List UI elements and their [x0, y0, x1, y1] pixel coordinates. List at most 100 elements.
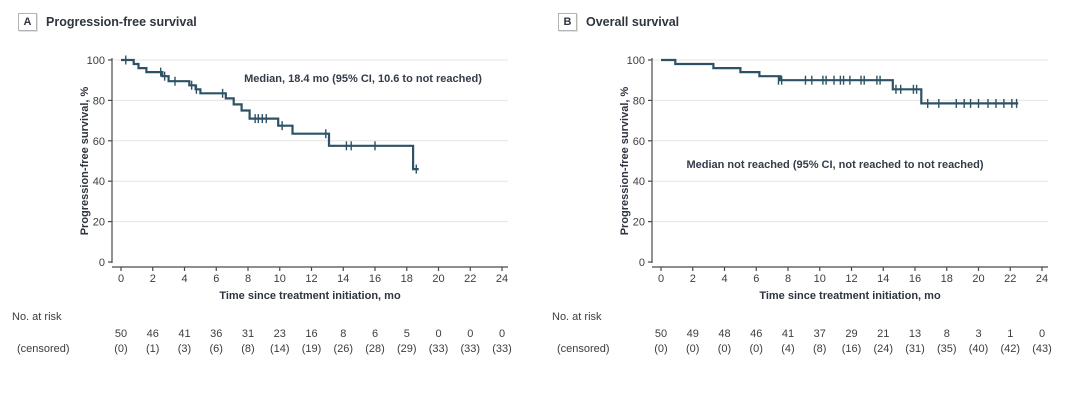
y-axis-title: Progression-free survival, %: [619, 87, 631, 236]
censored-value: (28): [365, 343, 385, 355]
at-risk-value: 6: [372, 328, 378, 340]
y-tick-label: 20: [93, 217, 105, 229]
x-tick-label: 12: [845, 273, 857, 285]
at-risk-value: 0: [467, 328, 473, 340]
censored-value: (0): [718, 343, 731, 355]
at-risk-value: 5: [404, 328, 410, 340]
censored-value: (35): [937, 343, 957, 355]
x-tick-label: 18: [401, 273, 413, 285]
censored-value: (43): [1032, 343, 1052, 355]
censored-value: (19): [302, 343, 322, 355]
at-risk-value: 0: [1039, 328, 1045, 340]
at-risk-value: 50: [115, 328, 127, 340]
at-risk-value: 46: [147, 328, 159, 340]
x-axis: 0 2 4 6 8 10 12 14 16 18 20 22 24: [112, 266, 508, 285]
at-risk-value: 0: [435, 328, 441, 340]
censored-value: (1): [146, 343, 159, 355]
at-risk-value: 3: [975, 328, 981, 340]
panel-b-label-box: B: [558, 13, 577, 31]
at-risk-value: 50: [655, 328, 667, 340]
censored-value: (24): [873, 343, 893, 355]
at-risk-value: 8: [944, 328, 950, 340]
x-tick-label: 20: [972, 273, 984, 285]
at-risk-value: 0: [499, 328, 505, 340]
x-tick-label: 2: [150, 273, 156, 285]
panel-a-label-box: A: [18, 13, 37, 31]
at-risk-value: 8: [340, 328, 346, 340]
censored-value: (3): [178, 343, 191, 355]
x-tick-label: 6: [213, 273, 219, 285]
at-risk-value: 49: [687, 328, 699, 340]
x-tick-label: 24: [496, 273, 508, 285]
x-axis: 0 2 4 6 8 10 12 14 16 18 20 22 24: [652, 266, 1048, 285]
at-risk-value: 13: [909, 328, 921, 340]
gridlines: [652, 59, 1048, 223]
panel-overall-survival: B Overall survival 0 20 40 60 80 100 0 2 4 6 8 10 12…: [540, 0, 1080, 400]
censored-value: (0): [654, 343, 667, 355]
y-tick-label: 80: [93, 95, 105, 107]
censored-value: (29): [397, 343, 417, 355]
y-tick-label: 40: [93, 176, 105, 188]
at-risk-value: 41: [178, 328, 190, 340]
x-tick-label: 8: [245, 273, 251, 285]
x-tick-label: 14: [877, 273, 889, 285]
censored-value: (14): [270, 343, 290, 355]
censored-value: (31): [905, 343, 925, 355]
censor-ticks: [777, 75, 1018, 108]
censored-value: (0): [686, 343, 699, 355]
censored-value: (8): [813, 343, 826, 355]
risk-table: No. at risk(censored)50(0)46(1)41(3)36(6…: [12, 311, 512, 355]
censored-value: (0): [114, 343, 127, 355]
y-axis: 0 20 40 60 80 100: [87, 55, 113, 269]
survival-curve: [661, 58, 1019, 105]
censored-value: (16): [842, 343, 862, 355]
at-risk-value: 48: [718, 328, 730, 340]
censored-value: (40): [969, 343, 989, 355]
y-axis-title: Progression-free survival, %: [79, 87, 91, 236]
median-annotation: Median, 18.4 mo (95% CI, 10.6 to not rea…: [244, 73, 482, 85]
y-tick-label: 0: [639, 257, 645, 269]
censored-value: (33): [429, 343, 449, 355]
x-tick-label: 14: [337, 273, 349, 285]
x-tick-label: 18: [941, 273, 953, 285]
x-tick-label: 4: [721, 273, 727, 285]
censored-value: (0): [750, 343, 763, 355]
risk-table-label: No. at risk: [12, 311, 62, 323]
censored-value: (6): [210, 343, 223, 355]
at-risk-value: 36: [210, 328, 222, 340]
x-tick-label: 4: [181, 273, 187, 285]
panel-a-title: Progression-free survival: [46, 15, 197, 29]
x-tick-label: 16: [909, 273, 921, 285]
censored-value: (8): [241, 343, 254, 355]
x-axis-title: Time since treatment initiation, mo: [759, 290, 941, 302]
median-annotation: Median not reached (95% CI, not reached …: [686, 159, 983, 171]
survival-curve: [121, 58, 419, 171]
at-risk-value: 37: [814, 328, 826, 340]
censored-value: (26): [333, 343, 353, 355]
y-tick-label: 0: [99, 257, 105, 269]
panel-progression-free-survival: A Progression-free survival 0 20 40 60 80 100…: [12, 13, 512, 355]
y-tick-label: 20: [633, 217, 645, 229]
x-tick-label: 8: [785, 273, 791, 285]
x-tick-label: 10: [814, 273, 826, 285]
censor-ticks: [125, 55, 417, 174]
at-risk-value: 21: [877, 328, 889, 340]
x-tick-label: 24: [1036, 273, 1048, 285]
risk-table-label: No. at risk: [552, 311, 602, 323]
at-risk-value: 46: [750, 328, 762, 340]
y-tick-label: 60: [633, 136, 645, 148]
x-tick-label: 22: [1004, 273, 1016, 285]
panel-a-header: A Progression-free survival: [18, 13, 197, 31]
x-tick-label: 0: [118, 273, 124, 285]
panel-b-header: B Overall survival: [558, 13, 679, 31]
at-risk-value: 16: [305, 328, 317, 340]
gridlines: [112, 59, 508, 223]
y-tick-label: 100: [627, 55, 645, 67]
censored-value: (33): [460, 343, 480, 355]
censored-table-label: (censored): [17, 343, 70, 355]
at-risk-value: 41: [782, 328, 794, 340]
y-tick-label: 60: [93, 136, 105, 148]
y-tick-label: 100: [87, 55, 105, 67]
